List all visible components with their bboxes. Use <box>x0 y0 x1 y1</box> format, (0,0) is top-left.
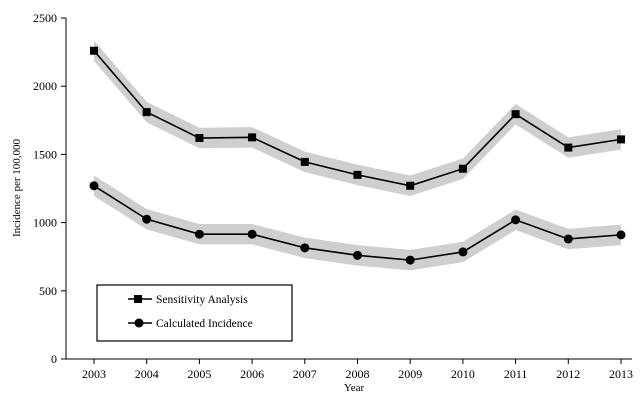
data-point-circle <box>511 215 521 225</box>
x-tick-label: 2011 <box>504 367 528 381</box>
y-axis-ticks: 0 500 1000 1500 2000 2500 <box>33 11 66 366</box>
y-tick-label: 2500 <box>33 11 57 25</box>
legend-entries: Sensitivity Analysis Calculated Incidence <box>128 294 253 330</box>
data-point-square <box>458 164 467 173</box>
y-tick-label: 500 <box>39 284 57 298</box>
x-tick-label: 2012 <box>556 367 580 381</box>
data-point-square <box>406 181 415 190</box>
data-point-square <box>617 135 625 144</box>
data-point-circle <box>353 250 362 260</box>
data-point-circle <box>89 181 99 191</box>
legend-marker-square <box>134 295 142 303</box>
data-point-square <box>511 110 520 119</box>
data-point-square <box>90 46 98 55</box>
data-point-circle <box>247 229 257 239</box>
data-point-square <box>353 170 362 179</box>
y-tick-label: 1500 <box>33 147 57 161</box>
x-tick-label: 2009 <box>398 367 422 381</box>
x-tick-label: 2003 <box>82 367 106 381</box>
x-tick-label: 2006 <box>240 367 264 381</box>
y-tick-label: 1000 <box>33 216 57 230</box>
data-point-circle <box>405 255 415 265</box>
data-point-circle <box>563 234 573 244</box>
x-tick-label: 2007 <box>293 367 317 381</box>
legend-box <box>96 284 293 342</box>
legend: Sensitivity Analysis Calculated Incidence <box>96 284 293 342</box>
data-point-square <box>564 143 573 152</box>
data-point-square <box>248 133 257 142</box>
confidence-bands <box>94 40 621 271</box>
x-tick-label: 2013 <box>609 367 633 381</box>
x-tick-label: 2008 <box>346 367 370 381</box>
x-axis-ticks: 2003 2004 2005 2006 2007 2008 2009 2010 2011 2012… <box>82 359 633 381</box>
x-tick-label: 2010 <box>451 367 475 381</box>
x-tick-label: 2004 <box>135 367 159 381</box>
data-point-circle <box>300 243 310 253</box>
axes <box>65 18 632 360</box>
data-point-circle <box>142 214 152 224</box>
data-point-square <box>142 108 151 117</box>
data-point-circle <box>616 230 626 240</box>
series-markers <box>89 46 626 265</box>
legend-label: Sensitivity Analysis <box>156 294 248 306</box>
data-point-square <box>300 157 309 166</box>
legend-label: Calculated Incidence <box>156 318 253 330</box>
data-point-square <box>195 134 204 143</box>
series-band <box>94 40 621 197</box>
y-axis-title: Incidence per 100,000 <box>11 138 23 237</box>
x-tick-label: 2005 <box>187 367 211 381</box>
y-tick-label: 0 <box>51 352 57 366</box>
y-tick-label: 2000 <box>33 79 57 93</box>
data-point-circle <box>458 247 468 257</box>
x-axis-title: Year <box>344 382 365 393</box>
legend-marker-circle <box>134 318 144 328</box>
data-point-circle <box>194 229 204 239</box>
